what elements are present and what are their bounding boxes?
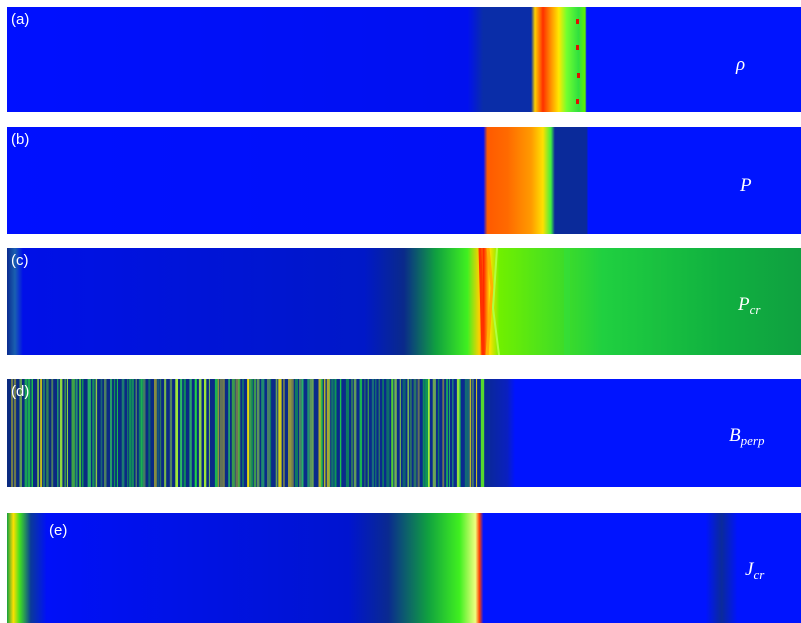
panel-c-tag: (c): [11, 252, 29, 269]
panel-b-symbol: P: [740, 175, 752, 196]
panel-d-b-perp: (d) Bperp: [7, 379, 801, 487]
panel-a-symbol: ρ: [736, 54, 746, 75]
cr-current-colormap: [7, 513, 801, 623]
density-colormap: [7, 7, 801, 112]
panel-c-cr-pressure: (c) Pcr: [7, 248, 801, 355]
b-perp-turbulence: [11, 379, 485, 487]
panel-c-symbol: Pcr: [738, 294, 761, 317]
panel-b-tag: (b): [11, 131, 30, 148]
cr-pressure-colormap: [7, 248, 801, 355]
pressure-colormap: [7, 127, 801, 234]
b-perp-colormap: [7, 379, 801, 487]
cr-pressure-filaments: [478, 248, 661, 355]
panel-e-symbol: Jcr: [745, 559, 765, 582]
panel-d-symbol: Bperp: [729, 425, 765, 448]
panel-e-tag: (e): [49, 522, 68, 539]
panel-a-density: (a) ρ: [7, 7, 801, 112]
panel-e-cr-current: (e) Jcr: [7, 513, 801, 623]
density-shock-front: [576, 19, 580, 104]
panel-d-tag: (d): [11, 383, 30, 400]
panel-a-tag: (a): [11, 11, 30, 28]
panel-b-pressure: (b) P: [7, 127, 801, 234]
